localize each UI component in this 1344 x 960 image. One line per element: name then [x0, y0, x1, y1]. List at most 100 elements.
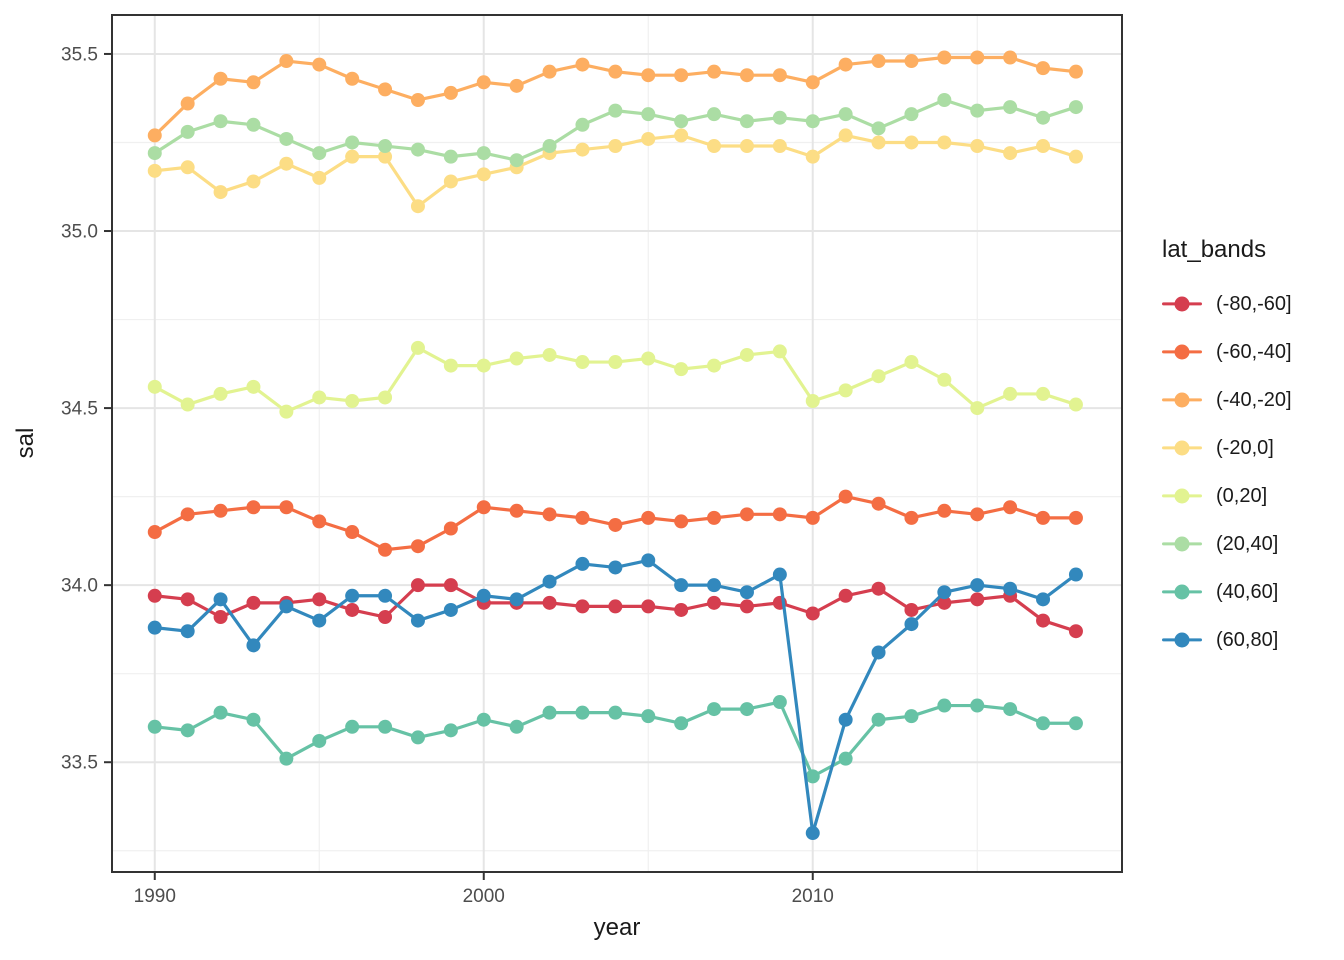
data-point: [674, 716, 689, 731]
data-point: [871, 135, 886, 150]
data-point: [805, 826, 820, 841]
data-point: [707, 107, 722, 122]
data-point: [608, 355, 623, 370]
data-point: [641, 351, 656, 366]
data-point: [772, 68, 787, 83]
data-point: [542, 595, 557, 610]
data-point: [378, 82, 393, 97]
data-point: [213, 610, 228, 625]
legend-key-icon: [1162, 342, 1202, 362]
data-point: [838, 128, 853, 143]
legend-key-icon: [1162, 534, 1202, 554]
data-point: [246, 174, 261, 189]
data-point: [1003, 100, 1018, 115]
data-point: [739, 114, 754, 129]
y-tick-label: 34.5: [61, 399, 98, 420]
data-point: [674, 578, 689, 593]
data-point: [772, 139, 787, 154]
data-point: [246, 500, 261, 515]
data-point: [1036, 61, 1051, 76]
data-point: [805, 394, 820, 409]
data-point: [739, 585, 754, 600]
series-(-60,-40]: [147, 489, 1083, 557]
data-point: [1003, 50, 1018, 65]
legend-key-icon: [1162, 486, 1202, 506]
data-point: [970, 698, 985, 713]
data-point: [575, 117, 590, 132]
data-point: [279, 156, 294, 171]
data-point: [904, 709, 919, 724]
y-axis-title: sal: [12, 427, 39, 459]
data-point: [575, 705, 590, 720]
data-point: [1036, 110, 1051, 125]
data-point: [641, 68, 656, 83]
data-point: [180, 507, 195, 522]
data-point: [674, 362, 689, 377]
data-point: [443, 723, 458, 738]
x-tick-label: 2010: [792, 886, 834, 907]
data-point: [937, 595, 952, 610]
data-point: [476, 712, 491, 727]
data-point: [739, 139, 754, 154]
data-point: [970, 401, 985, 416]
data-point: [279, 500, 294, 515]
data-point: [410, 730, 425, 745]
data-point: [739, 347, 754, 362]
data-point: [213, 503, 228, 518]
data-point: [213, 71, 228, 86]
legend-item-(20,40]: (20,40]: [1162, 520, 1340, 568]
data-point: [608, 705, 623, 720]
data-point: [838, 751, 853, 766]
data-point: [345, 588, 360, 603]
legend-item-label: (40,60]: [1216, 580, 1279, 603]
data-point: [871, 121, 886, 136]
legend-key-icon: [1162, 390, 1202, 410]
data-point: [641, 709, 656, 724]
legend-item-label: (20,40]: [1216, 532, 1279, 555]
data-point: [443, 149, 458, 164]
legend-item-(-40,-20]: (-40,-20]: [1162, 376, 1340, 424]
data-point: [1003, 146, 1018, 161]
legend-item-(0,20]: (0,20]: [1162, 472, 1340, 520]
x-tick-labels: 1990 2000 2010: [134, 886, 834, 907]
data-point: [279, 404, 294, 419]
data-point: [279, 54, 294, 69]
data-point: [937, 372, 952, 387]
data-point: [739, 68, 754, 83]
data-point: [1036, 716, 1051, 731]
legend-key-icon: [1162, 294, 1202, 314]
data-point: [608, 64, 623, 79]
data-point: [542, 705, 557, 720]
y-tick-label: 33.5: [61, 753, 98, 774]
data-point: [937, 698, 952, 713]
data-point: [509, 351, 524, 366]
data-point: [805, 769, 820, 784]
data-point: [246, 117, 261, 132]
data-point: [180, 160, 195, 175]
data-point: [147, 128, 162, 143]
data-point: [575, 556, 590, 571]
data-point: [443, 578, 458, 593]
series-(0,20]: [147, 340, 1083, 419]
data-point: [575, 355, 590, 370]
legend-item-(-20,0]: (-20,0]: [1162, 424, 1340, 472]
data-point: [410, 613, 425, 628]
data-point: [180, 592, 195, 607]
data-point: [1068, 567, 1083, 582]
data-point: [213, 592, 228, 607]
data-point: [772, 567, 787, 582]
data-point: [1068, 716, 1083, 731]
legend-item-(-60,-40]: (-60,-40]: [1162, 328, 1340, 376]
data-point: [410, 539, 425, 554]
data-point: [871, 645, 886, 660]
data-point: [575, 57, 590, 72]
data-point: [476, 358, 491, 373]
data-point: [246, 595, 261, 610]
data-point: [1036, 386, 1051, 401]
data-point: [443, 602, 458, 617]
data-point: [772, 507, 787, 522]
data-point: [970, 592, 985, 607]
y-tick-labels: 33.5 34.0 34.5 35.0 35.5: [61, 44, 98, 773]
